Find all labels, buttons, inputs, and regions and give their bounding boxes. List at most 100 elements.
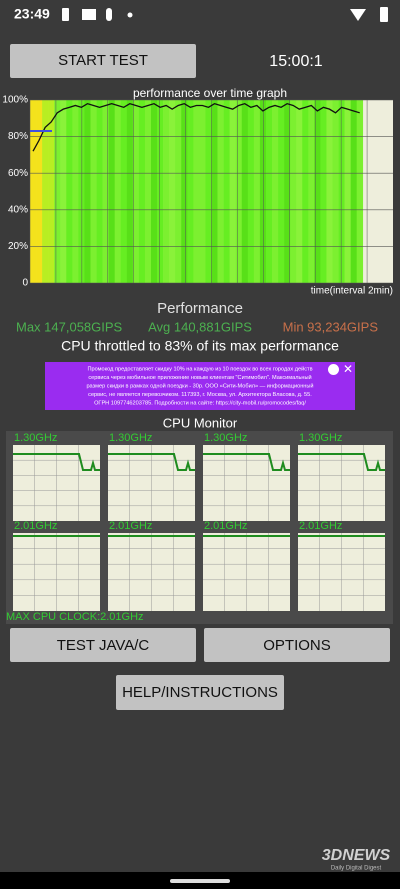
home-indicator xyxy=(170,879,230,883)
performance-bar xyxy=(108,100,115,283)
core-line xyxy=(298,453,385,471)
performance-bar xyxy=(241,100,249,283)
start-button-label[interactable]: START TEST xyxy=(58,52,148,69)
performance-bar xyxy=(126,100,134,283)
performance-bar xyxy=(344,100,351,283)
performance-bar xyxy=(60,100,67,283)
performance-bar xyxy=(350,100,357,283)
performance-bar xyxy=(30,100,37,283)
performance-bar xyxy=(338,100,345,283)
core-clock-label: 2.01GHz xyxy=(204,520,247,532)
ad-text: ОГРН 1097746203785. Подробности на сайте… xyxy=(94,399,306,406)
performance-bar xyxy=(229,100,236,283)
performance-bar xyxy=(193,100,200,283)
cpu-monitor-title: CPU Monitor xyxy=(163,415,238,430)
y-tick-label: 60% xyxy=(8,168,28,179)
performance-bar xyxy=(235,100,243,283)
throttle-text: CPU throttled to 83% of its max performa… xyxy=(61,338,339,354)
options-label[interactable]: OPTIONS xyxy=(263,637,331,654)
y-tick-label: 100% xyxy=(2,95,28,106)
performance-bar xyxy=(290,100,297,283)
performance-bar xyxy=(284,100,291,283)
performance-bar xyxy=(175,100,182,283)
status-icon xyxy=(62,8,69,21)
ad-banner[interactable] xyxy=(45,362,355,410)
performance-bar xyxy=(199,100,206,283)
performance-bar xyxy=(181,100,188,283)
options-button[interactable] xyxy=(204,628,390,662)
core-clock-label: 2.01GHz xyxy=(299,520,342,532)
performance-bar xyxy=(84,100,91,283)
ad-text: сервиса через мобильное приложение новым… xyxy=(88,374,311,381)
status-icon xyxy=(82,9,96,20)
performance-bar xyxy=(272,100,279,283)
test-java-label[interactable]: TEST JAVA/C xyxy=(57,637,150,654)
performance-bar xyxy=(54,100,61,283)
max-stat: Max 147,058GIPS xyxy=(16,319,123,334)
min-stat: Min 93,234GIPS xyxy=(283,319,379,334)
performance-bar xyxy=(259,100,267,283)
watermark-logo: 3DNEWS xyxy=(322,847,391,864)
performance-bar xyxy=(78,100,85,283)
performance-bar xyxy=(205,100,212,283)
core-clock-label: 1.30GHz xyxy=(299,432,342,444)
watermark-tagline: Daily Digital Digest xyxy=(331,866,382,872)
performance-line xyxy=(32,102,360,152)
ad-info-icon[interactable] xyxy=(328,364,339,375)
performance-bar xyxy=(151,100,158,283)
test-java-button[interactable] xyxy=(10,628,196,662)
performance-bar xyxy=(314,100,321,283)
y-tick-label: 80% xyxy=(8,131,28,142)
core-clock-label: 2.01GHz xyxy=(109,520,152,532)
core-line xyxy=(13,453,100,471)
core-clock-label: 2.01GHz xyxy=(14,520,57,532)
performance-bar xyxy=(72,100,79,283)
ad-text: размер скидки в рамках одной поездки - 3… xyxy=(86,382,313,389)
status-icon xyxy=(127,12,133,18)
ad-text: сервис, не является перевозчиком. 117393… xyxy=(88,392,312,398)
performance-heading: Performance xyxy=(157,300,243,317)
y-tick-label: 20% xyxy=(8,241,28,252)
ad-close[interactable]: ✕ xyxy=(343,362,353,376)
performance-bar xyxy=(296,100,303,283)
performance-bar xyxy=(48,100,55,283)
performance-bar xyxy=(187,100,194,283)
status-time: 23:49 xyxy=(14,6,50,22)
performance-bar xyxy=(265,100,273,283)
performance-bar xyxy=(66,100,73,283)
battery-icon xyxy=(380,7,388,22)
performance-bar xyxy=(169,100,176,283)
performance-bar xyxy=(308,100,315,283)
performance-bar xyxy=(102,100,109,283)
performance-bar xyxy=(120,100,128,283)
timer: 15:00:1 xyxy=(269,53,322,70)
help-label[interactable]: HELP/INSTRUCTIONS xyxy=(122,684,278,701)
start-button[interactable] xyxy=(10,44,196,78)
performance-bar xyxy=(302,100,309,283)
performance-bar xyxy=(144,100,152,283)
performance-bar xyxy=(278,100,285,283)
core-line xyxy=(108,453,195,471)
performance-bar xyxy=(320,100,327,283)
performance-bar xyxy=(211,100,218,283)
performance-bar xyxy=(138,100,146,283)
performance-bar xyxy=(96,100,103,283)
wifi-icon xyxy=(350,9,366,21)
performance-bar xyxy=(356,100,364,283)
help-button[interactable] xyxy=(116,675,284,710)
performance-bar xyxy=(326,100,333,283)
y-tick-label: 0 xyxy=(22,278,28,289)
performance-bar xyxy=(332,100,339,283)
performance-bar xyxy=(114,100,122,283)
core-line xyxy=(203,453,290,471)
status-icon xyxy=(106,8,112,21)
performance-bar xyxy=(253,100,261,283)
core-clock-label: 1.30GHz xyxy=(14,432,57,444)
core-clock-label: 1.30GHz xyxy=(204,432,247,444)
performance-bar xyxy=(247,100,255,283)
ad-text: Промокод предоставляет скидку 10% на каж… xyxy=(87,365,312,372)
performance-bar xyxy=(132,100,140,283)
max-cpu-clock: MAX CPU CLOCK:2.01GHz xyxy=(6,611,144,623)
performance-bar xyxy=(42,100,49,283)
performance-bar xyxy=(157,100,164,283)
